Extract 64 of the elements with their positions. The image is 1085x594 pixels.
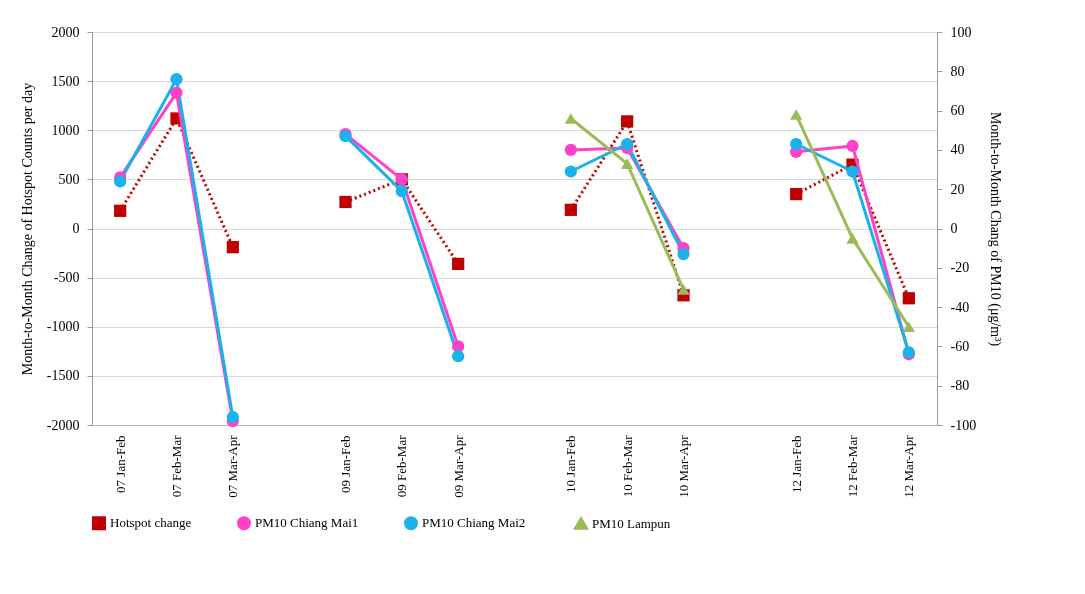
legend-label: Hotspot change (110, 515, 192, 531)
point (790, 137, 803, 151)
y2-tick-label: 20 (950, 181, 965, 197)
y-tick-label: 1500 (51, 73, 80, 89)
point (677, 247, 690, 261)
y2-tick-label: 40 (950, 142, 965, 158)
y-tick-label: -2000 (46, 417, 80, 433)
point (846, 139, 859, 153)
point (452, 350, 465, 363)
point (846, 233, 859, 244)
x-tick-label: 10 Feb-Mar (619, 434, 635, 498)
point (790, 109, 803, 120)
point (677, 284, 690, 295)
x-tick-label: 10 Mar-Apr (676, 434, 691, 498)
y-axis-title: Month-to-Month Change of Hotspot Counts per day (19, 82, 35, 376)
point (170, 73, 183, 86)
point (902, 292, 915, 305)
y2-tick-label: 100 (950, 24, 972, 40)
point (170, 86, 183, 100)
y-tick-label: -500 (53, 270, 80, 286)
point (114, 204, 127, 217)
point (395, 185, 408, 198)
point (621, 158, 634, 169)
y2-tick-label: 80 (950, 63, 965, 79)
point (564, 203, 577, 216)
point (564, 165, 577, 178)
x-tick-label: 09 Jan-Feb (338, 435, 353, 493)
point (226, 411, 239, 424)
point (226, 241, 239, 254)
x-tick-label: 09 Mar-Apr (450, 434, 466, 498)
y2-tick-label: 0 (950, 221, 958, 236)
legend-label: PM10 Chiang Mai2 (422, 515, 526, 531)
x-tick-label: 10 Jan-Feb (563, 435, 579, 493)
point (564, 143, 577, 157)
y2-tick-label: -20 (950, 260, 970, 276)
y2-tick-label: -60 (950, 338, 970, 354)
legend-label: PM10 Chiang Mai1 (255, 515, 359, 531)
x-tick-label: 07 Jan-Feb (112, 435, 128, 493)
point (339, 195, 352, 209)
x-tick-label: 12 Jan-Feb (788, 435, 804, 493)
x-tick-label: 12 Mar-Apr (901, 434, 917, 498)
y-tick-label: -1500 (46, 368, 80, 384)
point (902, 321, 915, 333)
point (621, 137, 634, 151)
y-tick-label: -1000 (46, 319, 80, 335)
y-tick-label: 1000 (51, 122, 80, 138)
x-tick-label: 07 Mar-Apr (225, 434, 241, 498)
y2-tick-label: -40 (950, 299, 970, 315)
point (790, 187, 803, 201)
y-tick-label: 500 (58, 171, 80, 187)
y-tick-label: 0 (72, 221, 80, 236)
point (114, 175, 127, 188)
y2-tick-label: 60 (950, 103, 965, 119)
y2-tick-label: -100 (950, 417, 977, 433)
y2-axis-title: Month-to-Month Chang of PM10 (μg/m³) (987, 111, 1004, 347)
x-tick-label: 07 Feb-Mar (169, 434, 184, 498)
legend-label: PM10 Lampun (592, 515, 671, 531)
point (846, 165, 859, 178)
x-tick-label: 09 Feb-Mar (394, 434, 410, 498)
point (621, 115, 634, 128)
y2-tick-label: -80 (950, 378, 970, 394)
y-tick-label: 2000 (51, 24, 80, 40)
x-tick-label: 12 Feb-Mar (845, 434, 860, 498)
point (452, 257, 465, 270)
